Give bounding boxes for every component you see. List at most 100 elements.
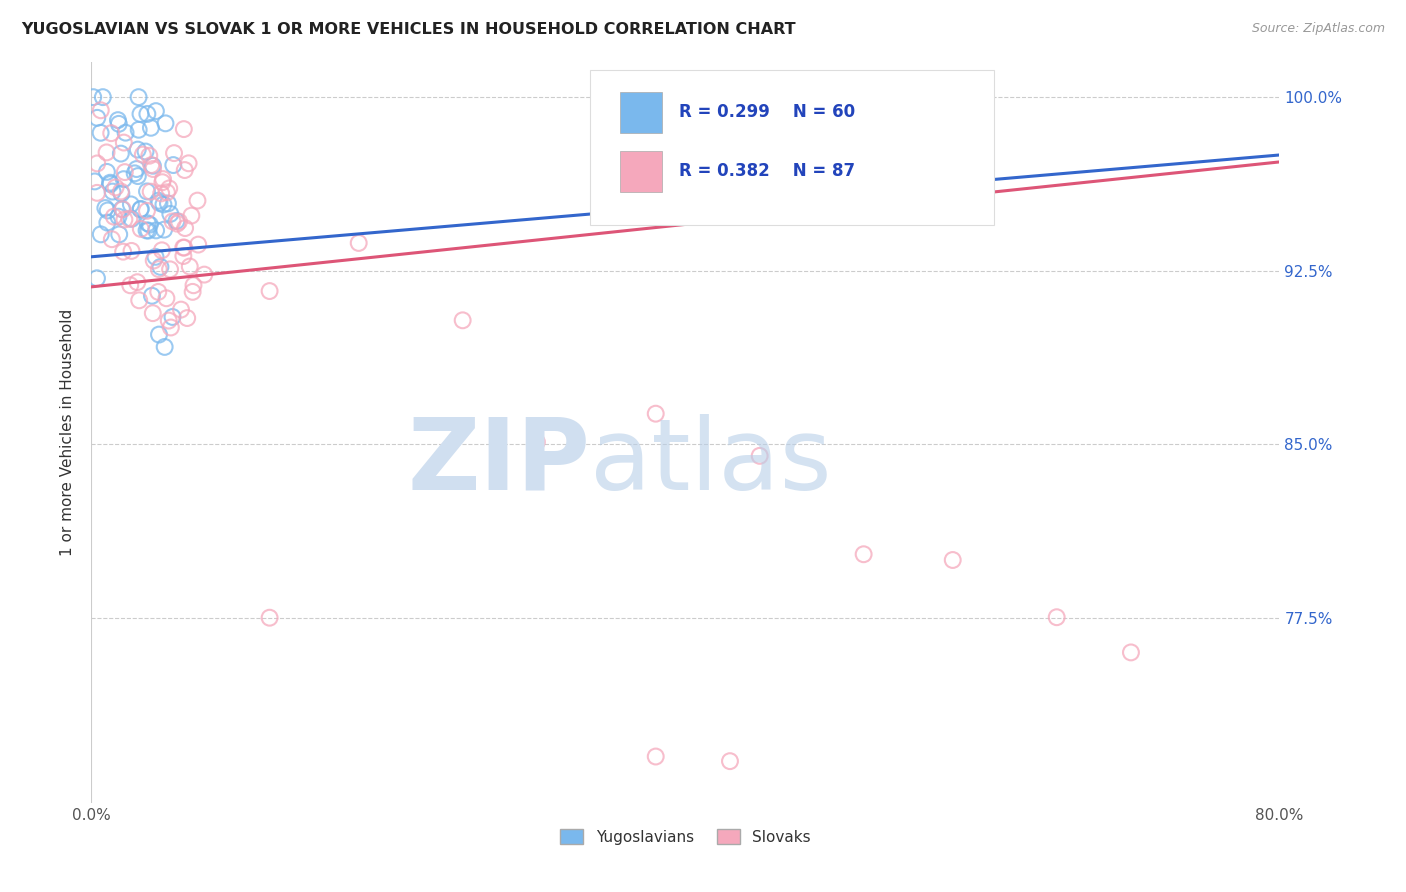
Point (96, 216, 118, 230)
Text: R = 0.382    N = 87: R = 0.382 N = 87 (679, 162, 856, 180)
Point (128, 293, 150, 308)
Point (159, 207, 181, 221)
Point (112, 212, 135, 227)
Point (165, 214, 187, 228)
Point (86, 111, 108, 125)
Point (124, 166, 146, 180)
Point (150, 175, 173, 189)
Point (145, 223, 167, 237)
Point (136, 185, 159, 199)
Point (145, 250, 167, 264)
Point (139, 185, 162, 199)
Point (148, 262, 170, 277)
Point (347, 235, 370, 250)
Point (121, 244, 143, 258)
Point (118, 211, 141, 226)
Point (155, 291, 177, 305)
Point (148, 194, 170, 208)
Point (160, 320, 183, 334)
Point (139, 120, 162, 135)
Point (156, 186, 179, 200)
Point (142, 253, 165, 268)
Point (142, 161, 165, 176)
Point (104, 180, 127, 194)
Point (148, 327, 170, 342)
Point (86, 271, 108, 285)
Point (177, 156, 200, 170)
Point (172, 249, 194, 263)
Point (142, 306, 165, 320)
Point (129, 202, 152, 216)
Point (157, 181, 180, 195)
FancyBboxPatch shape (620, 92, 662, 133)
Point (101, 232, 124, 246)
Text: R = 0.299    N = 60: R = 0.299 N = 60 (679, 103, 856, 121)
Point (120, 278, 142, 293)
Point (148, 195, 170, 210)
Point (96, 165, 118, 179)
Point (156, 196, 179, 211)
Point (159, 262, 181, 277)
Point (155, 116, 177, 130)
Point (136, 216, 159, 230)
Point (145, 104, 167, 119)
Point (162, 214, 184, 228)
Point (172, 241, 194, 255)
Point (110, 186, 132, 201)
Text: Source: ZipAtlas.com: Source: ZipAtlas.com (1251, 22, 1385, 36)
Point (136, 107, 159, 121)
Point (150, 186, 173, 201)
Point (90, 103, 112, 118)
Point (942, 553, 965, 567)
Point (110, 146, 132, 161)
Point (83, 174, 105, 188)
Point (121, 211, 143, 226)
Point (101, 185, 124, 199)
Point (132, 147, 155, 161)
Point (129, 222, 152, 236)
Point (90, 227, 112, 242)
Point (162, 310, 184, 324)
Point (129, 202, 152, 217)
Point (187, 237, 209, 252)
Point (259, 284, 281, 298)
Y-axis label: 1 or more Vehicles in Household: 1 or more Vehicles in Household (60, 309, 76, 557)
Point (94, 201, 117, 215)
Point (718, 754, 741, 768)
Point (162, 158, 184, 172)
Legend: Yugoslavians, Slovaks: Yugoslavians, Slovaks (554, 822, 817, 851)
Point (108, 227, 131, 242)
Point (526, 434, 548, 449)
Point (97, 203, 120, 218)
Point (107, 113, 129, 128)
Point (163, 146, 186, 161)
Point (181, 285, 204, 299)
Point (125, 162, 148, 177)
Point (153, 222, 176, 236)
Point (644, 749, 666, 764)
Point (112, 244, 135, 259)
Point (170, 302, 193, 317)
Point (129, 107, 152, 121)
Point (174, 221, 197, 235)
Point (111, 202, 134, 217)
Point (183, 278, 205, 293)
Point (644, 407, 666, 421)
Point (173, 122, 195, 136)
Text: YUGOSLAVIAN VS SLOVAK 1 OR MORE VEHICLES IN HOUSEHOLD CORRELATION CHART: YUGOSLAVIAN VS SLOVAK 1 OR MORE VEHICLES… (21, 22, 796, 37)
Point (852, 547, 875, 561)
Point (135, 145, 157, 159)
Point (82, 90, 104, 104)
Point (180, 209, 202, 223)
Point (127, 275, 149, 289)
Point (179, 260, 201, 274)
Point (1046, 610, 1069, 624)
Point (142, 159, 165, 173)
Point (148, 285, 170, 299)
Point (141, 158, 163, 172)
Point (86, 186, 108, 200)
Point (149, 260, 172, 274)
Text: ZIP: ZIP (408, 414, 591, 511)
Point (111, 202, 134, 216)
Point (157, 313, 180, 327)
